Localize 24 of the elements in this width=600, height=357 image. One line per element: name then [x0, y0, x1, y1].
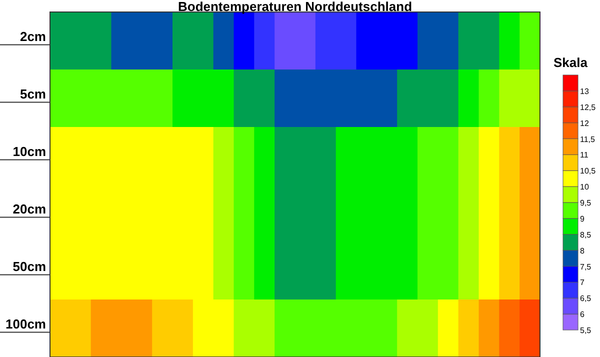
color-bar-label: 10 — [580, 182, 590, 192]
y-tick-label: 5cm — [20, 86, 46, 102]
chart-title: Bodentemperaturen Norddeutschland — [178, 0, 412, 14]
y-tick-label: 10cm — [12, 144, 46, 159]
color-bar-label: 9,5 — [580, 198, 592, 208]
color-bar-label: 5,5 — [580, 326, 592, 335]
color-bar-label: 11,5 — [580, 134, 596, 144]
color-bar-label: 7,5 — [580, 262, 592, 272]
y-tick-label: 50cm — [12, 258, 46, 274]
color-bar-label: 8 — [580, 246, 585, 256]
color-bar-title: Skala — [554, 55, 588, 70]
y-tick-label: 100cm — [6, 316, 46, 332]
color-bar-label: 8,5 — [580, 230, 592, 240]
color-bar-label: 12 — [580, 118, 590, 128]
color-bar-label: 13 — [580, 86, 590, 96]
color-bar-label: 11 — [580, 150, 589, 160]
color-bar-label: 7 — [580, 278, 585, 288]
color-bar-label: 12,5 — [580, 102, 596, 112]
y-tick-label: 2cm — [20, 28, 46, 44]
color-bar-label: 6,5 — [580, 294, 592, 304]
color-bar-label: 10,5 — [580, 166, 596, 176]
color-bar-label: 9 — [580, 214, 585, 224]
y-tick-label: 20cm — [12, 201, 46, 216]
color-bar-label: 6 — [580, 310, 585, 320]
